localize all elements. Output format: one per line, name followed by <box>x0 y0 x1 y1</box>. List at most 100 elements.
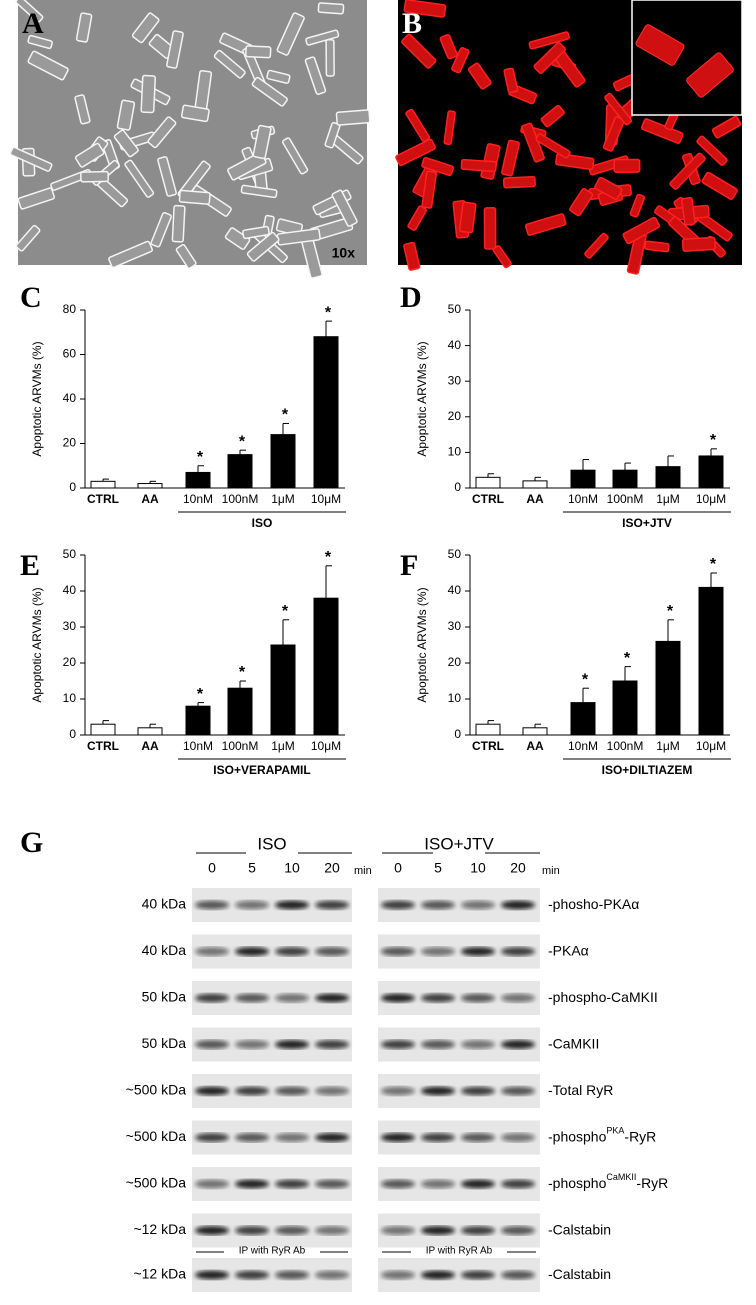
band <box>195 1040 229 1049</box>
cell <box>604 92 633 126</box>
cell <box>245 45 272 59</box>
y-tick-label: 30 <box>448 619 462 633</box>
cell <box>540 104 565 128</box>
cell <box>613 158 641 173</box>
band <box>381 1086 415 1096</box>
band <box>195 1133 229 1142</box>
band <box>235 900 269 910</box>
column-header: ISO <box>257 834 286 853</box>
y-tick-label: 20 <box>448 655 462 669</box>
label-text: -Total RyR <box>548 1082 613 1098</box>
time-unit: min <box>542 865 560 877</box>
group-label: ISO+JTV <box>622 516 672 530</box>
micrograph: A <box>9 0 371 279</box>
label-superscript: CaMKII <box>606 1172 636 1182</box>
label-text: -phosho-PKAα <box>548 896 639 912</box>
bar <box>522 480 548 489</box>
x-tick-label: 10μM <box>311 492 341 506</box>
x-tick-label: 10nM <box>183 739 213 753</box>
cell <box>622 216 661 245</box>
protein-label: -Calstabin <box>548 1266 611 1282</box>
y-tick-label: 40 <box>63 391 77 405</box>
cell <box>240 184 278 199</box>
molecular-weight: ~500 kDa <box>126 1175 187 1191</box>
panel-label: F <box>400 549 418 582</box>
cell <box>213 49 246 79</box>
time-unit: min <box>354 865 372 877</box>
band <box>381 993 415 1003</box>
label-text: -PKAα <box>548 942 589 958</box>
protein-label: -PKAα <box>548 942 589 958</box>
cell <box>524 213 567 236</box>
band <box>501 1086 535 1096</box>
significance-marker: * <box>325 304 332 321</box>
band <box>195 1226 229 1235</box>
bar <box>227 687 253 736</box>
band <box>315 1179 349 1189</box>
cell <box>305 29 340 46</box>
cell <box>147 116 177 149</box>
protein-label: -phosphoPKA-RyR <box>548 1126 656 1144</box>
cell <box>669 152 706 190</box>
cell <box>569 187 594 217</box>
cell <box>131 12 160 44</box>
bar <box>655 466 681 489</box>
bar <box>655 640 681 736</box>
cell <box>681 197 696 226</box>
band <box>501 1133 535 1142</box>
significance-marker: * <box>325 549 332 566</box>
band <box>235 947 269 956</box>
y-tick-label: 30 <box>63 619 77 633</box>
band <box>195 993 229 1003</box>
band <box>461 1086 495 1096</box>
x-tick-label: 100nM <box>222 739 259 753</box>
x-tick-label: AA <box>526 739 544 753</box>
band <box>235 993 269 1003</box>
cell <box>157 156 177 197</box>
band <box>461 1040 495 1049</box>
bar <box>185 705 211 736</box>
bar <box>185 471 211 489</box>
bar <box>698 455 724 489</box>
band <box>275 947 309 956</box>
band <box>461 1133 495 1142</box>
band <box>315 1133 349 1142</box>
band <box>275 1086 309 1096</box>
band <box>195 1086 229 1096</box>
cell <box>451 47 470 74</box>
cell <box>460 158 497 173</box>
x-tick-label: 10μM <box>311 739 341 753</box>
cell <box>594 176 623 200</box>
bar <box>137 483 163 489</box>
band <box>421 1226 455 1235</box>
band <box>421 1040 455 1049</box>
bar <box>137 727 163 736</box>
label-text: -Calstabin <box>548 1221 611 1237</box>
band <box>235 1179 269 1189</box>
band <box>461 993 495 1003</box>
cell <box>401 33 437 69</box>
cell <box>535 133 571 159</box>
cell <box>528 31 570 50</box>
ip-label: IP with RyR Ab <box>239 1246 306 1257</box>
band <box>275 1270 309 1280</box>
band <box>275 900 309 910</box>
significance-marker: * <box>239 433 246 450</box>
band <box>315 1270 349 1280</box>
bar <box>313 336 339 489</box>
cell <box>335 109 371 126</box>
cell <box>467 62 492 90</box>
bar <box>612 469 638 489</box>
molecular-weight: 50 kDa <box>142 1035 187 1051</box>
band <box>315 1040 349 1049</box>
significance-marker: * <box>197 686 204 703</box>
x-tick-label: CTRL <box>87 739 119 753</box>
band <box>235 1226 269 1235</box>
y-tick-label: 40 <box>448 583 462 597</box>
band <box>315 1086 349 1096</box>
molecular-weight: ~12 kDa <box>133 1266 186 1282</box>
x-tick-label: AA <box>526 492 544 506</box>
band <box>275 1179 309 1189</box>
cell <box>439 33 458 60</box>
protein-label: -phosho-PKAα <box>548 896 639 912</box>
